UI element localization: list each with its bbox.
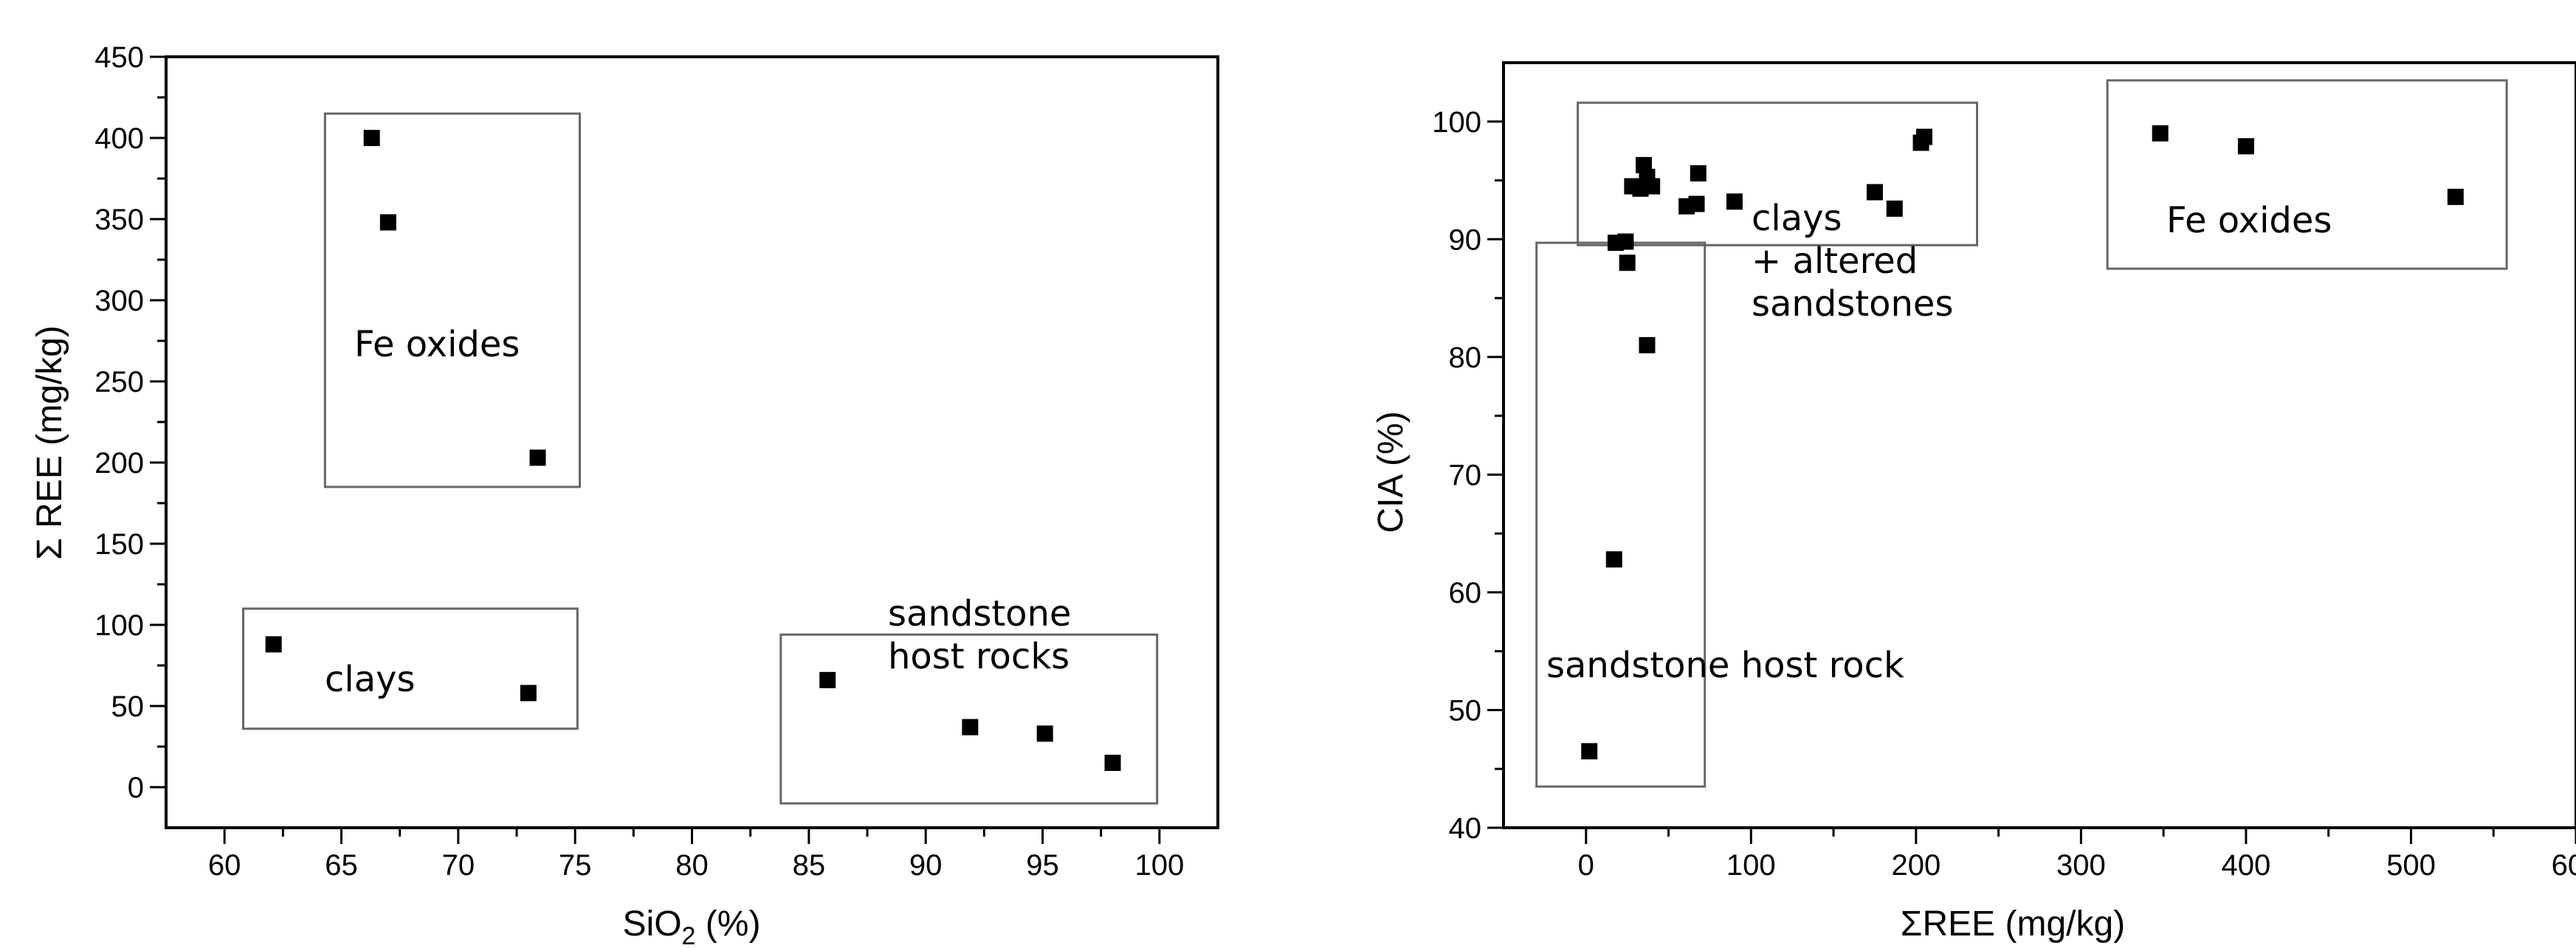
y-tick-label: 90: [1449, 224, 1482, 256]
plot-frame: [165, 55, 1219, 829]
x-tick-label: 100: [1726, 849, 1776, 882]
group-label: clays: [325, 659, 416, 700]
data-point: [363, 130, 380, 146]
x-tick-label: 300: [2056, 849, 2106, 882]
y-tick-label: 0: [128, 772, 144, 804]
x-tick-label: 0: [1578, 849, 1594, 882]
chart-sio2-vs-ree: 60 65 70 75 80 85 90 95 100 0 50 100 150 200 250 300 350…: [30, 41, 1219, 948]
y-tick-label: 70: [1449, 459, 1482, 491]
data-point: [962, 719, 979, 736]
data-point: [1866, 184, 1883, 201]
data-point: [819, 671, 836, 688]
data-point: [1690, 165, 1707, 181]
y-axis-label: Σ REE (mg/kg): [30, 325, 69, 560]
group-label: clays + altered sandstones: [1752, 198, 1953, 325]
x-tick-label: 400: [2222, 849, 2271, 882]
group-box: [779, 633, 1159, 805]
data-point: [529, 449, 546, 466]
group-box: [242, 607, 579, 730]
y-tick-label: 40: [1449, 812, 1482, 845]
data-point: [1886, 200, 1903, 217]
data-point: [520, 685, 537, 702]
x-axis-label: SiO2 (%): [623, 904, 761, 948]
x-tick-label: 60: [208, 849, 241, 882]
x-tick-label: 95: [1026, 849, 1059, 882]
group-label: sandstone host rocks: [888, 593, 1071, 677]
y-tick-label: 50: [111, 691, 145, 723]
group-box: [1535, 241, 1707, 788]
data-point: [265, 636, 282, 653]
x-tick-label: 100: [1134, 849, 1184, 882]
data-points: [1581, 125, 2464, 760]
y-tick-label: 450: [94, 41, 144, 74]
y-tick-label: 350: [94, 204, 144, 236]
x-axis-label: ΣREE (mg/kg): [1901, 904, 2125, 944]
data-point: [1639, 336, 1656, 353]
y-tick-label: 60: [1449, 577, 1482, 609]
x-tick-label: 90: [909, 849, 943, 882]
y-tick-label: 250: [94, 366, 144, 398]
data-point: [1726, 193, 1743, 210]
y-tick-label: 200: [94, 447, 144, 480]
y-tick-label: 50: [1449, 694, 1482, 727]
y-tick-label: 80: [1449, 342, 1482, 374]
data-point: [1619, 255, 1636, 271]
data-point: [2237, 138, 2254, 155]
y-tick-label: 400: [94, 122, 144, 155]
group-boxes: clays + altered sandstones Fe oxides sandsto…: [1535, 79, 2508, 788]
y-axis-label: CIA (%): [1371, 411, 1411, 533]
data-point: [1688, 196, 1705, 212]
chart-ree-vs-cia: 0 100 200 300 400 500 600 40 50 60 70 80 90 100 clays…: [1371, 61, 2576, 944]
x-tick-label: 200: [1891, 849, 1940, 882]
x-tick-label: 85: [793, 849, 826, 882]
tick-marks: 60 65 70 75 80 85 90 95 100 0 50 100 150 200 250 300 350…: [94, 41, 1184, 882]
y-tick-label: 100: [1432, 106, 1481, 139]
data-point: [1617, 233, 1634, 250]
data-point: [379, 214, 396, 231]
y-tick-label: 150: [94, 528, 144, 561]
data-point: [2152, 125, 2169, 142]
data-point: [2447, 188, 2464, 205]
data-point: [1104, 755, 1121, 771]
data-points: [265, 130, 1121, 771]
group-box: [1577, 101, 1979, 246]
group-label: Fe oxides: [2166, 200, 2332, 241]
group-box: [323, 112, 581, 488]
x-tick-label: 75: [559, 849, 592, 882]
group-box: [2106, 79, 2508, 270]
plot-frame: [1502, 61, 2576, 829]
x-tick-label: 500: [2386, 849, 2436, 882]
group-boxes: Fe oxides clays sandstone host rocks: [242, 112, 1159, 805]
group-label: Fe oxides: [354, 324, 520, 365]
data-point: [1605, 551, 1622, 568]
x-tick-label: 70: [442, 849, 475, 882]
data-point: [1644, 178, 1661, 195]
tick-marks: 0 100 200 300 400 500 600 40 50 60 70 80 90 100: [1432, 106, 2576, 882]
group-label: sandstone host rock: [1546, 645, 1904, 686]
data-point: [1036, 725, 1053, 742]
x-tick-label: 80: [675, 849, 709, 882]
data-point: [1581, 743, 1598, 760]
y-tick-label: 100: [94, 609, 144, 642]
data-point: [1916, 128, 1933, 145]
x-tick-label: 600: [2552, 849, 2576, 882]
x-tick-label: 65: [325, 849, 358, 882]
y-tick-label: 300: [94, 285, 144, 317]
